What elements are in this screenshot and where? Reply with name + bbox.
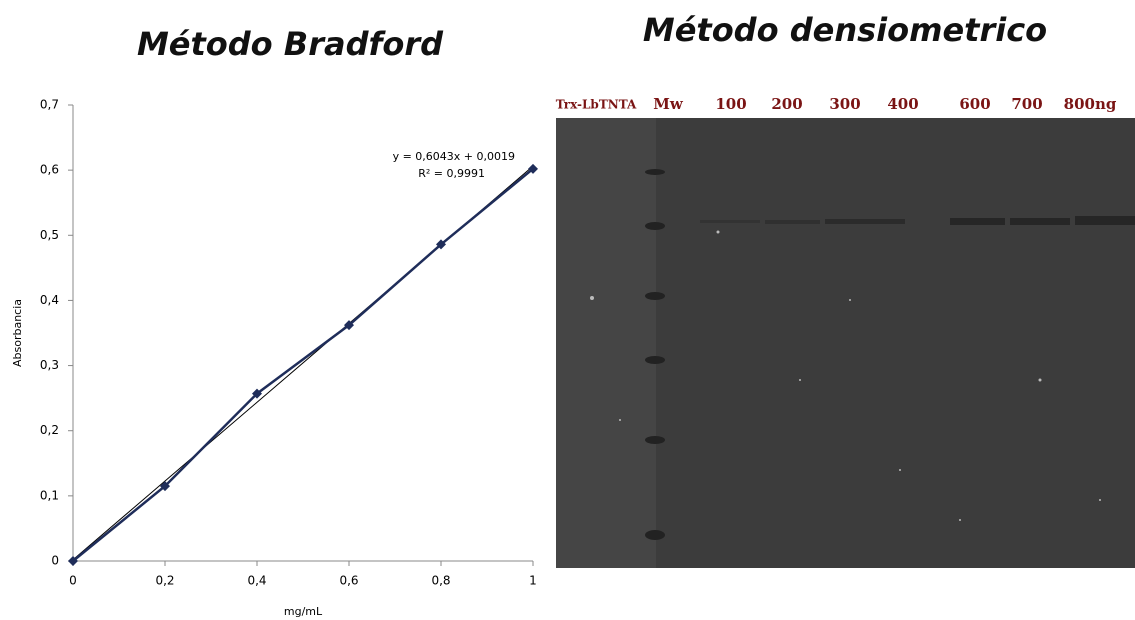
- lane-label: Trx-LbTNTA: [556, 98, 637, 112]
- lane-label: Mw: [653, 95, 684, 113]
- lane-label: 600: [959, 95, 990, 113]
- y-tick-label: 0,1: [40, 488, 59, 502]
- y-tick-label: 0: [51, 554, 59, 568]
- plot-area: 0 0,1 0,2 0,3 0,4 0,5 0,6 0,7 0 0,2 0,4 0,6 0,8 1: [40, 98, 538, 588]
- y-tick-label: 0,2: [40, 423, 59, 437]
- y-tick-label: 0,7: [40, 98, 59, 112]
- trendline-equation: y = 0,6043x + 0,0019: [393, 150, 515, 163]
- lane-labels: Trx-LbTNTA Mw 100 200 300 400 600 700 800ng: [556, 95, 1117, 113]
- ladder-bands: [645, 169, 665, 540]
- x-tick-label: 1: [529, 574, 537, 588]
- lane-label: 200: [771, 95, 802, 113]
- gel-title: Método densiometrico: [643, 11, 1047, 49]
- x-tick-label: 0,2: [155, 574, 174, 588]
- gel-image: [556, 118, 1135, 568]
- sample-bands: [700, 216, 1135, 225]
- x-tick-label: 0,8: [431, 574, 450, 588]
- gel-lane: [556, 118, 656, 568]
- data-line: [72, 167, 534, 562]
- y-tick-label: 0,4: [40, 293, 59, 307]
- lane-label: 700: [1011, 95, 1042, 113]
- lane-label: 800ng: [1064, 95, 1117, 113]
- y-axis-label: Absorbancia: [11, 299, 24, 367]
- data-point: [68, 556, 78, 566]
- data-point: [528, 163, 538, 174]
- x-tick-label: 0: [69, 574, 77, 588]
- data-point: [344, 320, 354, 331]
- x-tick-label: 0,6: [339, 574, 358, 588]
- chart-title: Método Bradford: [137, 25, 444, 63]
- data-point: [160, 481, 170, 492]
- r-squared: R² = 0,9991: [418, 167, 485, 180]
- gel-speckles: [590, 230, 1101, 521]
- y-tick-label: 0,3: [40, 358, 59, 372]
- y-tick-label: 0,5: [40, 228, 59, 242]
- lane-label: 300: [829, 95, 860, 113]
- y-tick-label: 0,6: [40, 163, 59, 177]
- lane-label: 400: [887, 95, 918, 113]
- data-point: [252, 388, 262, 399]
- x-axis-label: mg/mL: [284, 605, 323, 618]
- x-tick-label: 0,4: [247, 574, 266, 588]
- lane-label: 100: [715, 95, 746, 113]
- data-point: [436, 239, 446, 250]
